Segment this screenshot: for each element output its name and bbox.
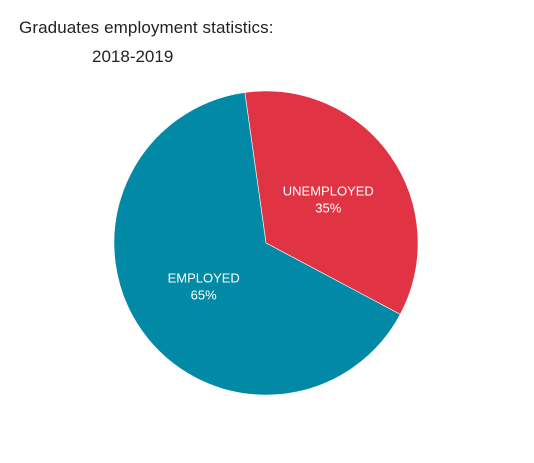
slice-value-employed: 65%	[191, 288, 217, 303]
pie-slice-unemployed	[244, 90, 419, 315]
chart-title: Graduates employment statistics:	[19, 18, 274, 37]
slice-label-employed: EMPLOYED	[168, 271, 240, 286]
slice-value-unemployed: 35%	[315, 200, 341, 215]
chart-subtitle: 2018-2019	[92, 47, 174, 66]
slice-label-unemployed: UNEMPLOYED	[283, 183, 374, 198]
pie-slice-employed	[113, 92, 401, 396]
